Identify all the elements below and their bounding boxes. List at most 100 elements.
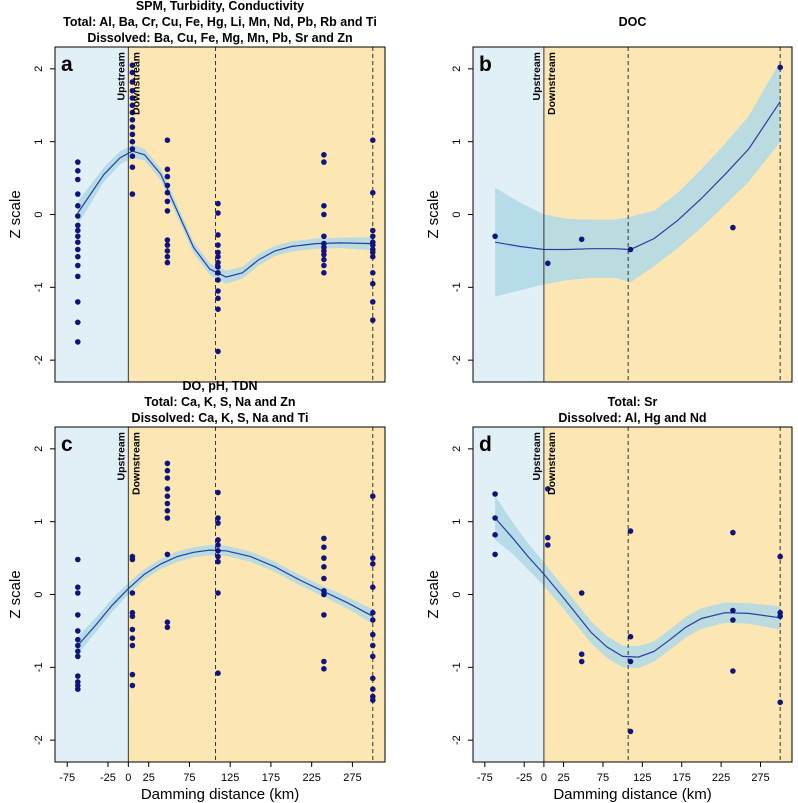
data-point: [129, 164, 136, 170]
data-point: [215, 548, 221, 554]
data-point: [215, 515, 221, 521]
data-point: [215, 553, 221, 560]
data-point: [129, 131, 136, 138]
confidence-band: [495, 496, 781, 669]
data-point: [215, 249, 221, 256]
data-point: [370, 609, 376, 616]
data-point: [75, 273, 81, 280]
data-point: [370, 299, 376, 305]
data-point: [627, 246, 634, 253]
data-point: [75, 648, 81, 655]
data-point: [321, 256, 327, 263]
panel-a-title-line: Total: Al, Ba, Cr, Cu, Fe, Hg, Li, Mn, N…: [63, 15, 377, 29]
data-point: [164, 515, 171, 521]
data-point: [75, 642, 81, 649]
data-point: [215, 210, 221, 216]
data-point: [777, 64, 783, 71]
y-tick-label: 2: [451, 446, 463, 452]
y-axis-label: Z scale: [425, 570, 442, 618]
data-point: [370, 270, 376, 276]
data-point: [75, 590, 81, 596]
data-point: [370, 227, 376, 234]
data-point: [75, 159, 81, 165]
data-point: [321, 270, 327, 276]
data-point: [129, 626, 136, 633]
data-point: [75, 262, 81, 269]
data-point: [321, 564, 327, 570]
data-point: [370, 249, 376, 256]
data-point: [492, 551, 498, 558]
downstream-zone: [543, 427, 792, 762]
data-point: [215, 253, 221, 260]
x-tick-label: 25: [143, 772, 155, 784]
data-point: [730, 668, 736, 674]
data-point: [129, 635, 136, 641]
data-point: [164, 208, 171, 214]
data-point: [75, 628, 81, 634]
data-point: [370, 642, 376, 649]
data-point: [129, 79, 136, 85]
x-tick-label: 75: [597, 772, 609, 784]
x-tick-label: 0: [541, 772, 547, 784]
data-point: [129, 642, 136, 649]
data-point: [129, 556, 136, 563]
data-point: [215, 264, 221, 270]
data-point: [129, 62, 136, 68]
data-point: [321, 591, 327, 598]
data-point: [129, 682, 136, 689]
data-point: [75, 203, 81, 209]
panel-a-title-line: SPM, Turbidity, Conductivity: [136, 0, 304, 13]
x-tick-label: 25: [557, 772, 569, 784]
data-point: [730, 529, 736, 536]
data-point: [578, 651, 585, 657]
x-tick-label: -75: [477, 772, 493, 784]
data-point: [164, 500, 171, 507]
downstream-label: Downstream: [130, 432, 142, 495]
data-point: [215, 306, 221, 313]
data-point: [492, 515, 498, 521]
data-point: [370, 280, 376, 287]
data-point: [75, 299, 81, 305]
data-point: [545, 542, 551, 548]
x-tick-label: -25: [100, 772, 116, 784]
data-point: [164, 237, 171, 243]
data-point: [164, 182, 171, 189]
upstream-label: Upstream: [531, 432, 543, 480]
data-point: [75, 636, 81, 643]
data-point: [129, 153, 136, 159]
data-point: [215, 520, 221, 526]
data-point: [370, 233, 376, 240]
data-point: [492, 532, 498, 538]
data-point: [164, 166, 171, 173]
data-point: [129, 191, 136, 197]
data-point: [578, 658, 585, 665]
data-point: [129, 613, 136, 620]
upstream-zone: [473, 427, 544, 762]
data-point: [545, 260, 551, 267]
data-point: [215, 232, 221, 238]
x-tick-label: 225: [302, 772, 320, 784]
y-tick-label: 0: [451, 211, 463, 217]
data-point: [215, 558, 221, 565]
data-point: [164, 253, 171, 260]
y-tick-label: -1: [451, 662, 463, 672]
y-tick-label: -2: [451, 355, 463, 365]
data-point: [627, 658, 634, 665]
data-point: [321, 159, 327, 165]
data-point: [545, 486, 551, 492]
data-point: [777, 553, 783, 560]
data-point: [164, 508, 171, 514]
downstream-label: Downstream: [130, 52, 142, 115]
data-point: [75, 176, 81, 183]
fit-line: [77, 549, 374, 646]
data-point: [129, 146, 136, 152]
panel-d-title-line: Total: Sr: [608, 395, 658, 409]
data-point: [129, 124, 136, 130]
data-point: [129, 117, 136, 123]
data-point: [75, 213, 81, 219]
data-point: [370, 653, 376, 660]
data-point: [215, 590, 221, 596]
data-point: [321, 262, 327, 269]
data-point: [75, 584, 81, 590]
data-point: [129, 87, 136, 94]
